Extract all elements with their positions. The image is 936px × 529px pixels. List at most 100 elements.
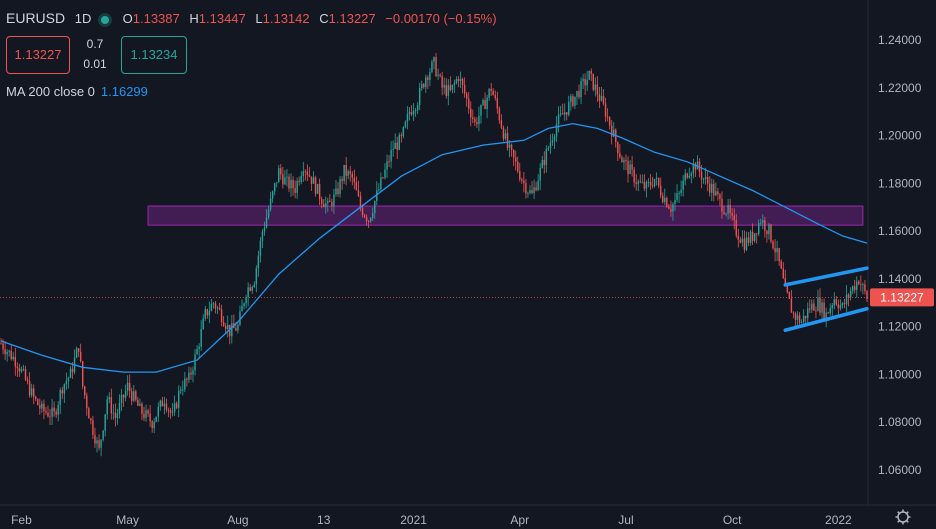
candle-body bbox=[778, 248, 780, 262]
high-value: 1.13447 bbox=[198, 11, 246, 26]
candle-body bbox=[363, 215, 366, 217]
candle-body bbox=[427, 77, 429, 80]
candle-body bbox=[82, 361, 84, 387]
candle-body bbox=[588, 70, 590, 80]
candle-body bbox=[717, 191, 719, 195]
candle-body bbox=[220, 309, 223, 322]
candle-body bbox=[592, 73, 595, 90]
candle-body bbox=[602, 96, 605, 104]
candle-body bbox=[421, 83, 423, 88]
candle-body bbox=[253, 284, 255, 287]
candle-body bbox=[678, 193, 680, 194]
candle-body bbox=[278, 168, 280, 183]
x-tick-label: Oct bbox=[723, 513, 742, 527]
candle-body bbox=[809, 308, 811, 310]
close-value: 1.13227 bbox=[328, 11, 376, 26]
candle-body bbox=[802, 315, 805, 323]
candle-body bbox=[235, 328, 237, 331]
candle-body bbox=[0, 343, 2, 345]
candle-body bbox=[394, 142, 396, 149]
symbol-name[interactable]: EURUSD bbox=[6, 10, 66, 26]
candle-body bbox=[151, 421, 153, 429]
sell-button[interactable]: 1.13227 bbox=[6, 36, 70, 74]
candle-body bbox=[621, 157, 623, 163]
candle-body bbox=[576, 90, 578, 97]
candle-body bbox=[745, 237, 748, 250]
x-tick-label: 13 bbox=[317, 513, 331, 527]
candle-body bbox=[470, 108, 472, 118]
chart-header: EURUSD 1D O1.13387 H1.13447 L1.13142 C1.… bbox=[6, 10, 497, 26]
candle-body bbox=[365, 216, 368, 221]
y-tick-label: 1.24000 bbox=[878, 33, 922, 47]
candle-body bbox=[596, 84, 599, 95]
candle-body bbox=[862, 284, 864, 286]
candle-body bbox=[580, 80, 582, 98]
candle-body bbox=[294, 188, 296, 193]
high-label: H bbox=[189, 11, 199, 26]
candle-body bbox=[841, 303, 844, 306]
candle-body bbox=[18, 367, 21, 372]
candle-body bbox=[425, 77, 427, 88]
candle-body bbox=[388, 161, 390, 163]
x-tick-label: Jul bbox=[618, 513, 633, 527]
candle-body bbox=[312, 177, 315, 184]
candle-body bbox=[227, 324, 229, 329]
candle-body bbox=[574, 96, 576, 106]
candle-body bbox=[429, 71, 431, 80]
ma-legend[interactable]: MA 200 close 0 1.16299 bbox=[6, 84, 148, 99]
candle-body bbox=[143, 413, 145, 419]
candle-body bbox=[486, 97, 488, 110]
candle-body bbox=[351, 173, 354, 178]
candle-body bbox=[800, 322, 803, 323]
candle-body bbox=[261, 231, 264, 241]
candle-body bbox=[713, 183, 715, 196]
candle-body bbox=[762, 220, 764, 223]
candle-body bbox=[67, 377, 70, 382]
candle-body bbox=[186, 378, 188, 380]
candle-body bbox=[347, 171, 349, 176]
candle-body bbox=[561, 113, 564, 115]
candle-body bbox=[709, 183, 711, 193]
buy-button[interactable]: 1.13234 bbox=[121, 36, 187, 74]
candle-body bbox=[447, 85, 450, 96]
candle-body bbox=[590, 70, 592, 74]
candle-body bbox=[498, 108, 501, 121]
candle-body bbox=[96, 440, 98, 444]
candle-body bbox=[308, 175, 311, 177]
candle-body bbox=[719, 194, 721, 199]
y-tick-label: 1.10000 bbox=[878, 367, 922, 381]
candle-body bbox=[500, 120, 503, 128]
interval-label[interactable]: 1D bbox=[74, 11, 92, 26]
candle-body bbox=[543, 159, 546, 166]
candle-body bbox=[566, 112, 568, 115]
ma200-line bbox=[0, 122, 868, 373]
candle-body bbox=[106, 399, 108, 415]
candle-body bbox=[831, 305, 833, 309]
candle-body bbox=[92, 420, 94, 435]
candle-body bbox=[478, 115, 480, 125]
candle-body bbox=[88, 408, 90, 419]
candle-body bbox=[159, 400, 162, 407]
candle-body bbox=[688, 176, 691, 178]
candle-body bbox=[572, 96, 574, 106]
ma-label: MA 200 close 0 bbox=[6, 84, 95, 99]
candle-body bbox=[519, 171, 521, 180]
candle-body bbox=[190, 372, 192, 375]
candle-body bbox=[682, 180, 684, 190]
candle-body bbox=[51, 407, 53, 417]
candle-body bbox=[786, 284, 789, 293]
candle-body bbox=[222, 321, 225, 327]
candle-body bbox=[416, 105, 419, 110]
candle-body bbox=[39, 405, 41, 409]
y-tick-label: 1.06000 bbox=[878, 463, 922, 477]
settings-gear-icon[interactable] bbox=[895, 509, 911, 525]
candle-body bbox=[496, 98, 499, 109]
candle-body bbox=[314, 177, 317, 194]
candle-body bbox=[251, 286, 253, 291]
candle-body bbox=[349, 171, 351, 174]
candle-body bbox=[733, 215, 735, 221]
candle-body bbox=[739, 239, 742, 243]
candle-body bbox=[296, 180, 298, 193]
candle-body bbox=[114, 412, 117, 419]
